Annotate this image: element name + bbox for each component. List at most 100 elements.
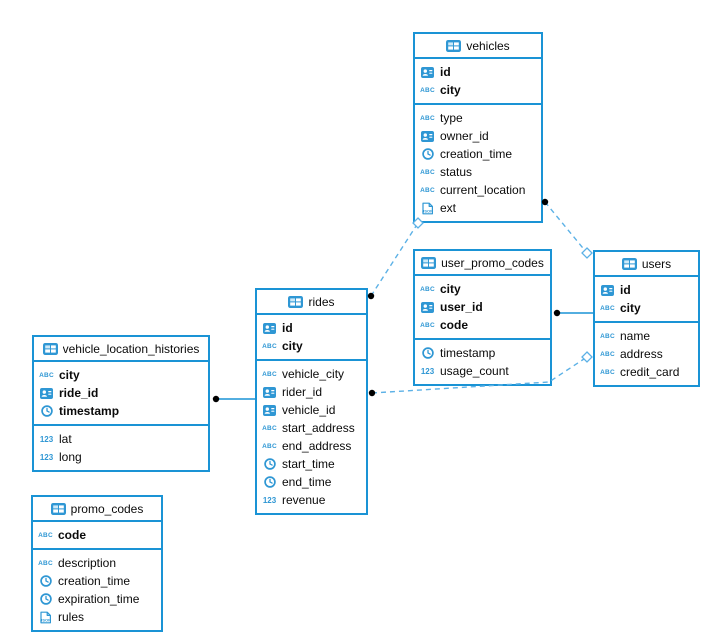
column-name: creation_time [58, 574, 131, 588]
column-row[interactable]: id [415, 63, 541, 81]
column-row[interactable]: ABC credit_card [595, 363, 698, 381]
columns-section: ABC vehicle_city rider_id vehicle_id ABC star… [257, 359, 366, 513]
column-row[interactable]: creation_time [415, 145, 541, 163]
primary-key-section: id ABC city [415, 57, 541, 103]
column-name: owner_id [440, 129, 489, 143]
column-row[interactable]: user_id [415, 298, 550, 316]
table-title: user_promo_codes [441, 255, 544, 270]
column-row[interactable]: id [257, 319, 366, 337]
column-row[interactable]: timestamp [34, 402, 208, 420]
column-name: city [440, 83, 461, 97]
column-row[interactable]: ABC code [33, 526, 161, 544]
table-title: vehicles [466, 38, 510, 53]
column-name: vehicle_id [282, 403, 336, 417]
column-row[interactable]: end_time [257, 473, 366, 491]
column-name: start_address [282, 421, 355, 435]
column-row[interactable]: 123 usage_count [415, 362, 550, 380]
column-name: address [620, 347, 663, 361]
column-row[interactable]: timestamp [415, 344, 550, 362]
relation-endpoint-dot [212, 395, 220, 403]
timestamp-type-icon [420, 148, 435, 160]
column-row[interactable]: start_time [257, 455, 366, 473]
table-header: users [595, 252, 698, 275]
column-name: city [620, 301, 641, 315]
json-type-icon: JSON [420, 202, 435, 215]
table-icon [621, 257, 637, 270]
column-name: rider_id [282, 385, 323, 399]
column-row[interactable]: ABC city [595, 299, 698, 317]
person-id-type-icon [420, 301, 435, 313]
column-row[interactable]: ABC city [257, 337, 366, 355]
column-name: status [440, 165, 473, 179]
column-row[interactable]: ABC name [595, 327, 698, 345]
column-row[interactable]: 123 lat [34, 430, 208, 448]
column-row[interactable]: vehicle_id [257, 401, 366, 419]
column-row[interactable]: owner_id [415, 127, 541, 145]
columns-section: ABC type owner_id creation_time ABC status ABC… [415, 103, 541, 221]
column-name: rules [58, 610, 85, 624]
column-row[interactable]: ABC current_location [415, 181, 541, 199]
primary-key-section: ABC city ride_id timestamp [34, 360, 208, 424]
table-vehicle_location_histories[interactable]: vehicle_location_histories ABC city ride_id… [32, 335, 210, 472]
text-type-icon: ABC [600, 368, 615, 376]
column-row[interactable]: JSON rules [33, 608, 161, 626]
column-row[interactable]: JSON ext [415, 199, 541, 217]
text-type-icon: ABC [262, 342, 277, 350]
json-type-icon: JSON [38, 611, 53, 624]
text-type-icon: ABC [420, 86, 435, 94]
column-name: type [440, 111, 463, 125]
columns-section: ABC name ABC address ABC credit_card [595, 321, 698, 385]
column-name: expiration_time [58, 592, 140, 606]
column-name: creation_time [440, 147, 513, 161]
column-row[interactable]: ABC address [595, 345, 698, 363]
column-row[interactable]: ABC city [415, 280, 550, 298]
column-row[interactable]: 123 long [34, 448, 208, 466]
column-row[interactable]: ABC end_address [257, 437, 366, 455]
column-row[interactable]: expiration_time [33, 590, 161, 608]
primary-key-section: id ABC city [595, 275, 698, 321]
text-type-icon: ABC [420, 168, 435, 176]
relation-line-vehicles-to-users[interactable] [544, 201, 588, 254]
column-name: city [59, 368, 80, 382]
column-row[interactable]: 123 revenue [257, 491, 366, 509]
column-row[interactable]: creation_time [33, 572, 161, 590]
column-row[interactable]: id [595, 281, 698, 299]
primary-key-section: id ABC city [257, 313, 366, 359]
relation-line-rides-to-vehicles[interactable] [370, 222, 419, 297]
column-name: timestamp [440, 346, 496, 360]
columns-section: timestamp 123 usage_count [415, 338, 550, 384]
column-name: current_location [440, 183, 526, 197]
column-name: lat [59, 432, 72, 446]
column-row[interactable]: ABC city [415, 81, 541, 99]
table-rides[interactable]: rides id ABC city ABC vehicle_city rider_id veh… [255, 288, 368, 515]
column-name: credit_card [620, 365, 680, 379]
column-row[interactable]: ABC status [415, 163, 541, 181]
table-users[interactable]: users id ABC city ABC name ABC address ABC credit… [593, 250, 700, 387]
relation-endpoint-dot [368, 389, 376, 397]
text-type-icon: ABC [420, 285, 435, 293]
text-type-icon: ABC [38, 559, 53, 567]
column-row[interactable]: ABC type [415, 109, 541, 127]
column-row[interactable]: ABC city [34, 366, 208, 384]
column-row[interactable]: rider_id [257, 383, 366, 401]
table-vehicles[interactable]: vehicles id ABC city ABC type owner_id creation… [413, 32, 543, 223]
table-promo_codes[interactable]: promo_codes ABC code ABC description creation… [31, 495, 163, 632]
table-icon [42, 342, 58, 355]
svg-text:JSON: JSON [40, 617, 51, 622]
relation-diamond-marker [581, 351, 593, 363]
text-type-icon: ABC [600, 332, 615, 340]
column-row[interactable]: ABC vehicle_city [257, 365, 366, 383]
column-name: vehicle_city [282, 367, 345, 381]
column-row[interactable]: ABC code [415, 316, 550, 334]
primary-key-section: ABC code [33, 520, 161, 548]
table-user_promo_codes[interactable]: user_promo_codes ABC city user_id ABC code tim… [413, 249, 552, 386]
primary-key-section: ABC city user_id ABC code [415, 274, 550, 338]
column-row[interactable]: ride_id [34, 384, 208, 402]
column-name: id [440, 65, 451, 79]
column-row[interactable]: ABC start_address [257, 419, 366, 437]
column-name: ride_id [59, 386, 99, 400]
column-name: id [620, 283, 631, 297]
column-row[interactable]: ABC description [33, 554, 161, 572]
text-type-icon: ABC [600, 350, 615, 358]
